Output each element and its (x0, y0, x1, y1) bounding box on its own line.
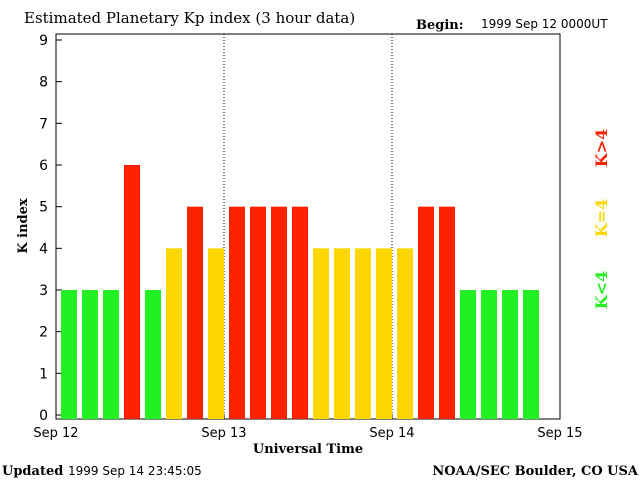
kp-bar (208, 248, 224, 419)
kp-bar (418, 206, 434, 419)
kp-bar (82, 290, 98, 419)
legend-high: K>4 (592, 129, 611, 167)
kp-bar (397, 248, 413, 419)
credit-text: NOAA/SEC Boulder, CO USA (432, 464, 639, 479)
kp-bar (271, 206, 287, 419)
legend-mid: K=4 (592, 199, 611, 237)
x-tick-label: Sep 12 (33, 426, 78, 441)
kp-bar (460, 290, 476, 419)
x-tick-label: Sep 15 (537, 426, 582, 441)
y-tick-label: 0 (39, 408, 48, 424)
kp-bar (145, 290, 161, 419)
begin-label: Begin: (416, 18, 464, 33)
y-axis: 0 1 2 3 4 5 6 7 8 9 (39, 33, 62, 424)
y-axis-label: K index (16, 198, 31, 254)
updated-value: 1999 Sep 14 23:45:05 (68, 464, 202, 478)
bar-series (61, 165, 539, 419)
day-separators (223, 34, 393, 419)
y-tick-label: 8 (39, 75, 48, 91)
y-tick-label: 7 (39, 116, 48, 132)
kp-bar (292, 206, 308, 419)
y-tick-label: 4 (39, 241, 48, 257)
y-tick-label: 2 (39, 325, 48, 341)
kp-bar (187, 206, 203, 419)
x-axis-label: Universal Time (253, 442, 363, 457)
chart-title: Estimated Planetary Kp index (3 hour dat… (24, 9, 355, 27)
kp-bar (61, 290, 77, 419)
kp-bar (334, 248, 350, 419)
y-tick-label: 3 (39, 283, 48, 299)
kp-bar (166, 248, 182, 419)
updated-label: Updated (2, 464, 63, 479)
kp-bar (229, 206, 245, 419)
y-tick-label: 5 (39, 200, 48, 216)
kp-bar (313, 248, 329, 419)
kp-bar (124, 165, 140, 419)
x-tick-label: Sep 14 (369, 426, 414, 441)
y-tick-label: 9 (39, 33, 48, 49)
kp-bar (523, 290, 539, 419)
kp-bar (376, 248, 392, 419)
kp-bar (439, 206, 455, 419)
y-tick-label: 6 (39, 158, 48, 174)
begin-value: 1999 Sep 12 0000UT (481, 17, 608, 31)
kp-bar (355, 248, 371, 419)
kp-bar (250, 206, 266, 419)
y-tick-label: 1 (39, 366, 48, 382)
kp-bar (481, 290, 497, 419)
kp-bar (103, 290, 119, 419)
kp-bar (502, 290, 518, 419)
x-tick-label: Sep 13 (201, 426, 246, 441)
legend-low: K<4 (592, 271, 611, 309)
x-axis: Sep 12 Sep 13 Sep 14 Sep 15 (33, 414, 583, 441)
